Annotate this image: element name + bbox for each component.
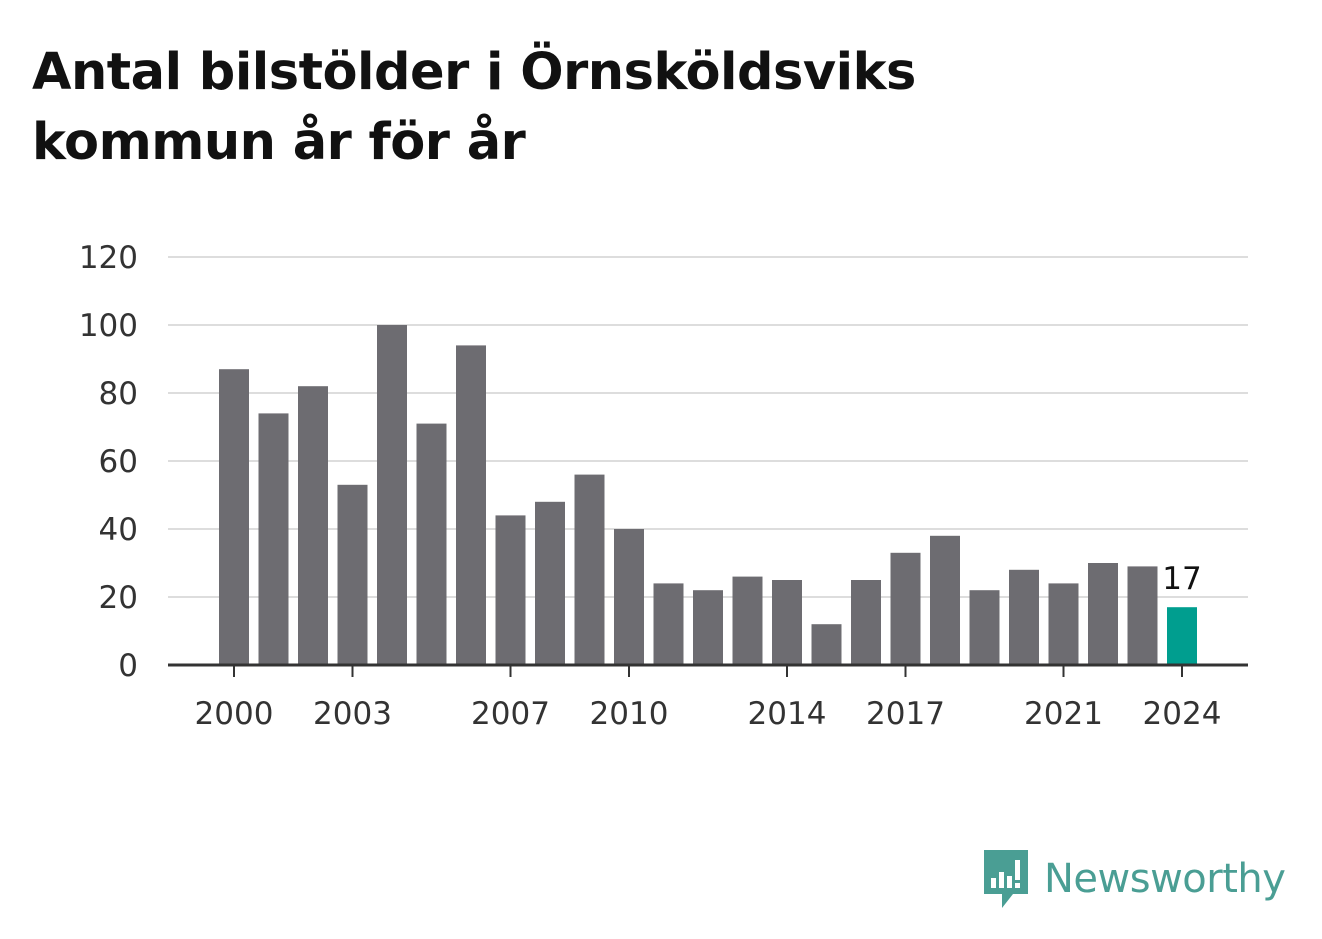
gridlines (168, 256, 1248, 598)
x-axis: 2000 2003 2007 2010 2014 2017 2021 2024 (168, 663, 1248, 732)
x-tick-label: 2017 (866, 696, 945, 732)
bar-2021 (1048, 583, 1079, 665)
x-tick-label: 2010 (590, 696, 669, 732)
y-tick-label: 20 (99, 580, 138, 616)
bar-2004 (377, 325, 407, 665)
bar-2022 (1088, 563, 1118, 665)
newsworthy-logo-icon (984, 850, 1028, 908)
bar-2016 (851, 580, 881, 665)
bar-2020 (1009, 569, 1039, 665)
y-axis-ticks: 0 20 40 60 80 100 120 (79, 240, 138, 684)
bar-2009 (574, 474, 605, 665)
data-labels: 17 (1162, 561, 1201, 597)
bar-2012 (693, 590, 723, 665)
bar-2015 (811, 624, 842, 665)
y-tick-label: 0 (118, 648, 138, 684)
bar-2006 (456, 345, 486, 665)
bar-2011 (653, 583, 684, 665)
bar-2013 (732, 576, 763, 665)
x-tick-label: 2000 (195, 696, 274, 732)
y-tick-label: 40 (99, 512, 138, 548)
x-tick-label: 2003 (313, 696, 392, 732)
brand-name: Newsworthy (1044, 856, 1286, 902)
bar-2000 (219, 369, 249, 665)
bar-2024 (1167, 607, 1197, 665)
bar-2014 (772, 580, 802, 665)
chart-title: Antal bilstölder i Örnsköldsviks kommun … (32, 43, 916, 172)
bar-2023 (1127, 566, 1158, 665)
y-tick-label: 60 (99, 444, 138, 480)
y-tick-label: 120 (79, 240, 138, 276)
bar-2008 (535, 501, 565, 665)
bar-2007 (495, 515, 526, 665)
bar-2003 (337, 484, 368, 665)
bar-2017 (890, 552, 921, 665)
x-tick-label: 2021 (1024, 696, 1103, 732)
x-tick-label: 2014 (748, 696, 827, 732)
x-tick-label: 2024 (1143, 696, 1222, 732)
bar-2001 (258, 413, 289, 665)
data-label-2024: 17 (1162, 561, 1201, 597)
y-tick-label: 80 (99, 376, 138, 412)
x-tick-label: 2007 (471, 696, 550, 732)
bar-2019 (969, 590, 1000, 665)
bar-2002 (298, 386, 328, 665)
newsworthy-logo: Newsworthy (980, 848, 1286, 910)
bar-2005 (416, 423, 447, 665)
bar-2010 (614, 529, 644, 665)
bars (219, 325, 1197, 665)
bar-2018 (930, 535, 960, 665)
y-tick-label: 100 (79, 308, 138, 344)
